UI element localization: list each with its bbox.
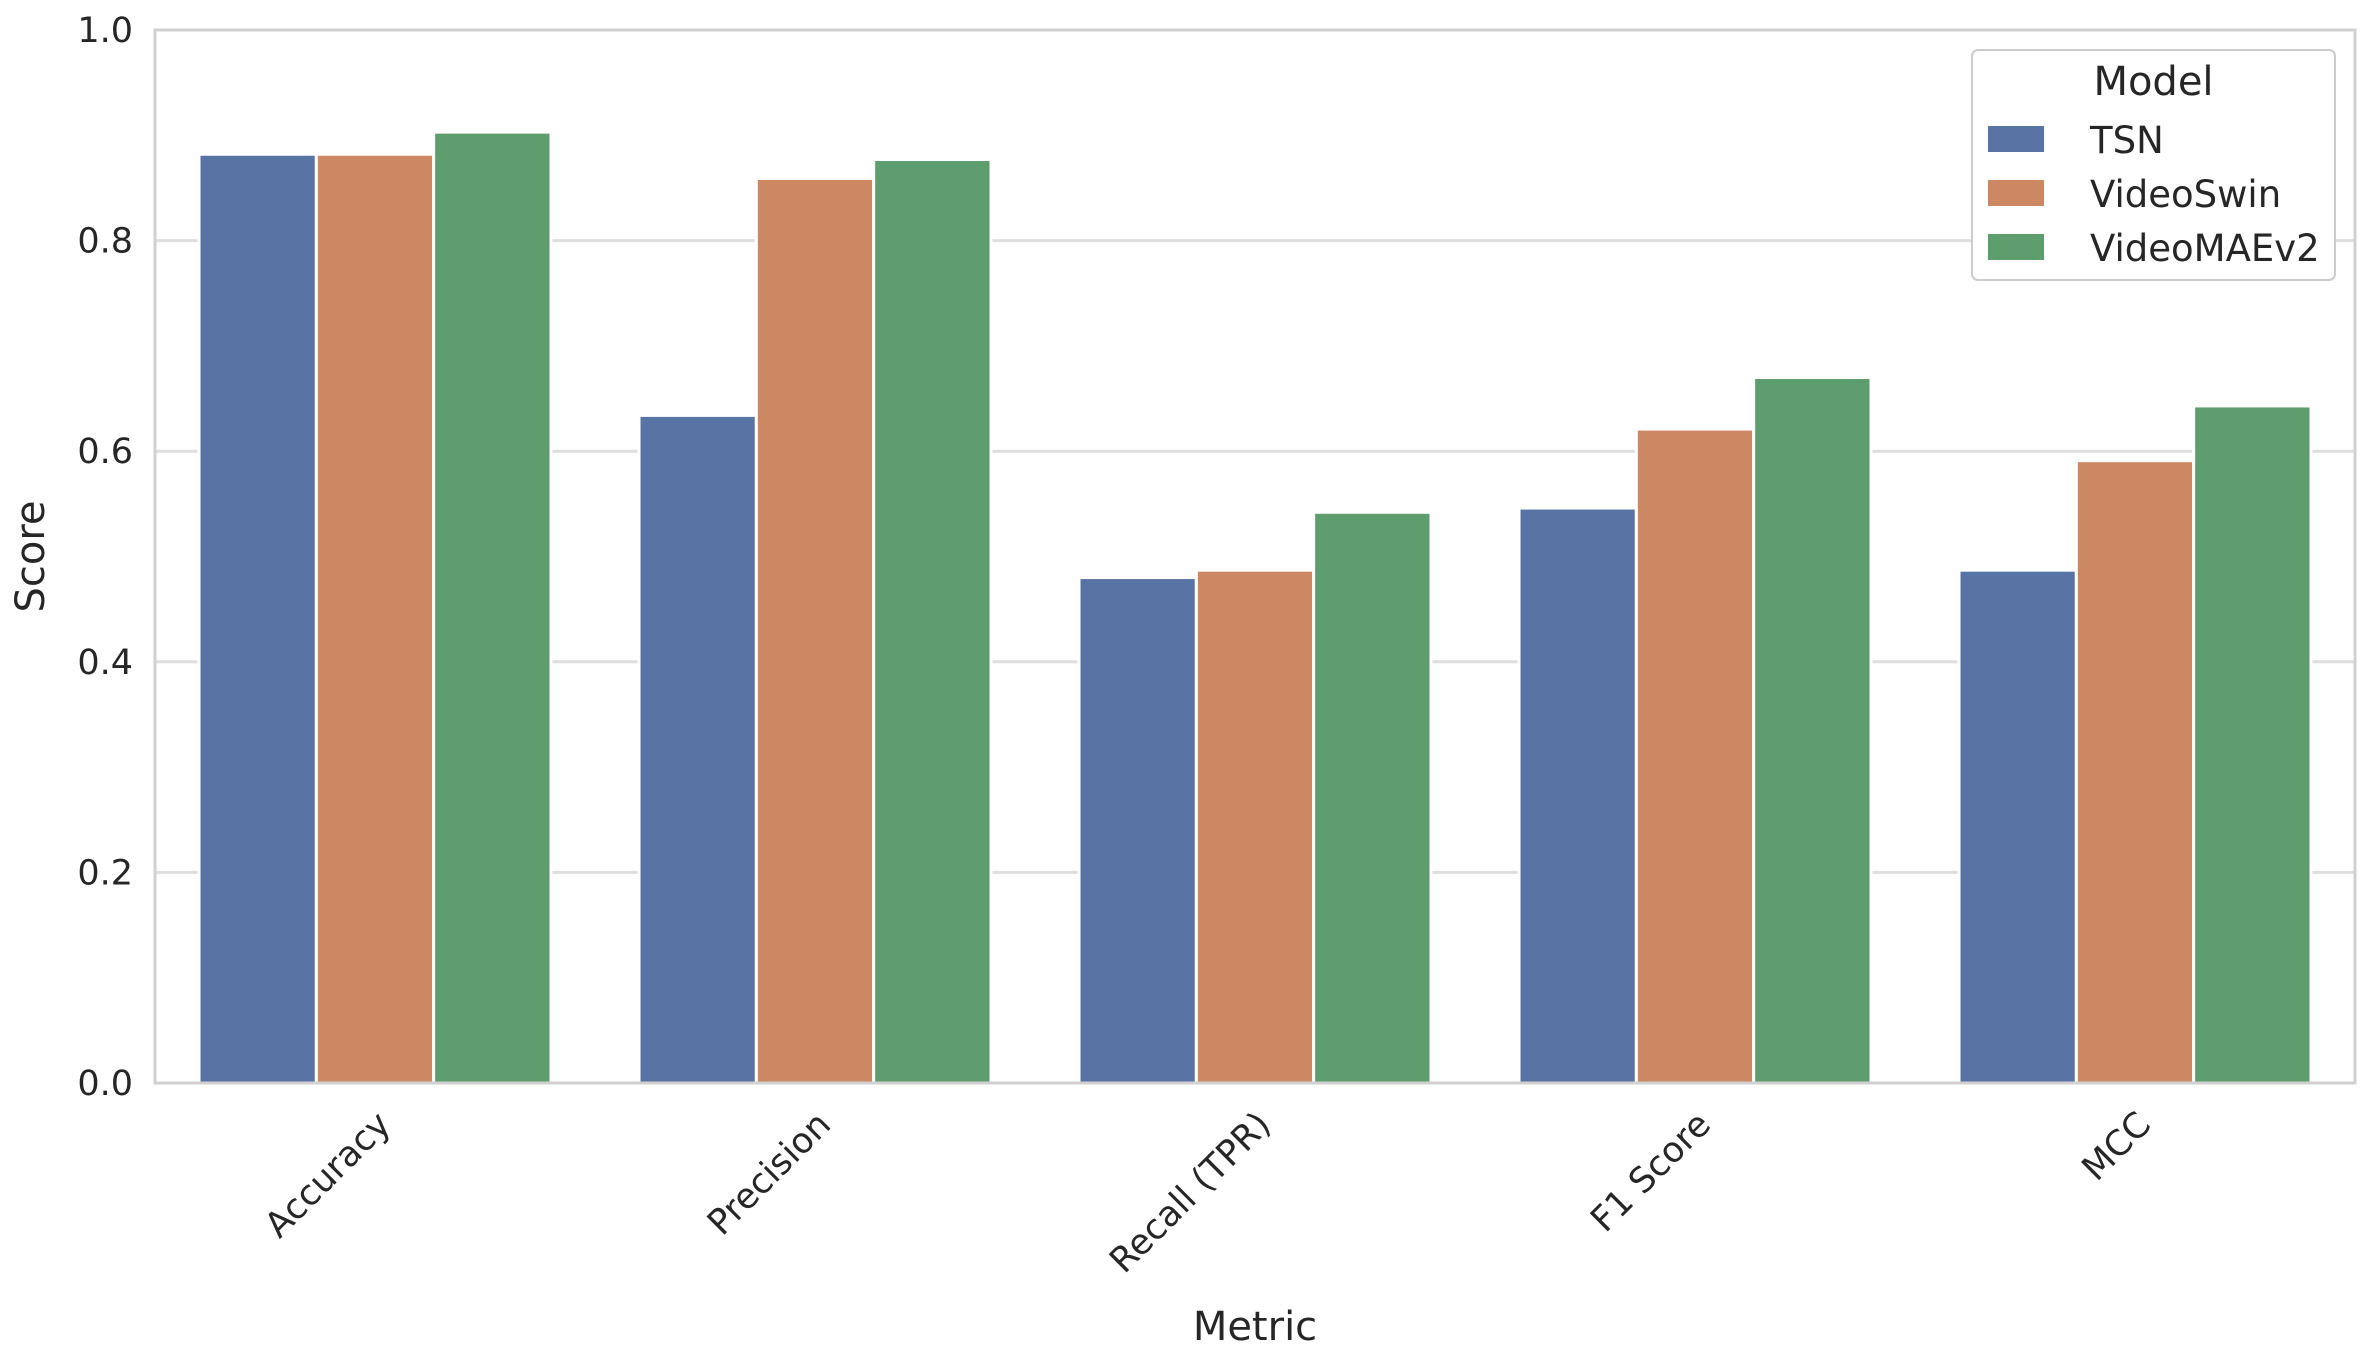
y-tick-label: 0.4: [77, 643, 133, 683]
legend-label-videoswin: VideoSwin: [2090, 173, 2281, 216]
legend-title: Model: [2093, 59, 2213, 105]
y-tick-label: 1.0: [77, 11, 133, 51]
bar-tsn-mcc: [1957, 568, 2078, 1085]
y-tick-label: 0.2: [77, 853, 133, 893]
legend-swatch-tsn: [1988, 126, 2044, 152]
y-tick-label: 0.6: [77, 432, 133, 472]
bar-videomaev2-mcc: [2192, 404, 2313, 1085]
legend-box: [1971, 49, 2336, 281]
bar-videomaev2-precision: [872, 158, 993, 1085]
bar-tsn-f1-score: [1517, 506, 1638, 1085]
bar-videomaev2-recall-tpr: [1312, 510, 1433, 1085]
bar-videoswin-accuracy: [314, 152, 436, 1085]
legend: Model TSN VideoSwin VideoMAEv2: [1971, 49, 2336, 281]
legend-swatch-videoswin: [1988, 180, 2044, 206]
bar-tsn-recall-tpr: [1077, 576, 1198, 1085]
bar-videoswin-mcc: [2074, 459, 2196, 1085]
legend-swatch-videomaev2: [1988, 234, 2044, 260]
bar-tsn-precision: [637, 413, 758, 1085]
bar-videoswin-f1-score: [1634, 427, 1756, 1085]
bar-videomaev2-accuracy: [432, 130, 553, 1085]
bar-videomaev2-f1-score: [1752, 375, 1873, 1085]
bar-videoswin-precision: [754, 176, 876, 1085]
y-axis-title: Score: [8, 500, 54, 612]
bar-videoswin-recall-tpr: [1194, 568, 1316, 1085]
x-axis-title: Metric: [1193, 1304, 1317, 1350]
bar-tsn-accuracy: [197, 152, 318, 1085]
y-axis-ticks: 0.0 0.2 0.4 0.6 0.8 1.0: [77, 11, 133, 1104]
bars: [197, 130, 2313, 1085]
legend-items: TSN VideoSwin VideoMAEv2: [1988, 119, 2320, 270]
plot-frame: [153, 28, 2357, 1085]
y-tick-label: 0.8: [77, 222, 133, 262]
legend-label-videomaev2: VideoMAEv2: [2090, 227, 2320, 270]
legend-label-tsn: TSN: [2089, 119, 2164, 162]
y-tick-label: 0.0: [77, 1064, 133, 1104]
